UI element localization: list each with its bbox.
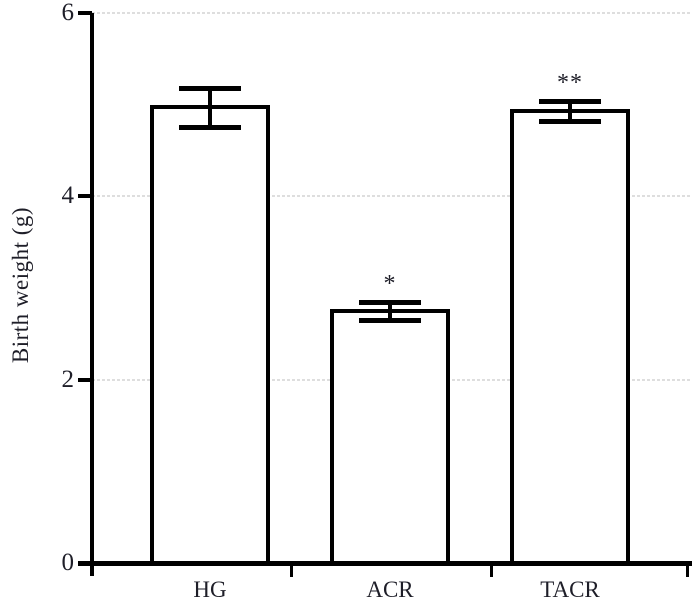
x-tick-mark bbox=[686, 566, 689, 577]
y-tick-mark bbox=[78, 11, 92, 15]
y-tick-label: 0 bbox=[61, 549, 75, 576]
x-category-label: TACR bbox=[540, 577, 600, 602]
error-bar-cap bbox=[539, 99, 601, 104]
error-bar-vertical bbox=[568, 101, 572, 122]
error-bar-vertical bbox=[208, 88, 212, 127]
error-bar-cap bbox=[179, 124, 241, 130]
gridline bbox=[92, 195, 692, 198]
error-bar-cap bbox=[179, 86, 241, 92]
error-bar-cap bbox=[359, 299, 421, 305]
error-bar-cap bbox=[359, 318, 421, 324]
x-axis-line bbox=[78, 561, 692, 566]
bar-hg bbox=[150, 105, 270, 563]
y-tick-mark bbox=[78, 561, 92, 565]
x-tick-mark bbox=[490, 566, 493, 577]
gridline bbox=[92, 12, 692, 14]
y-tick-label: 4 bbox=[61, 182, 75, 210]
bar-tacr bbox=[510, 109, 630, 563]
y-tick-mark bbox=[78, 377, 92, 382]
significance-label: ** bbox=[557, 70, 583, 96]
bar-acr bbox=[330, 308, 450, 563]
significance-label: * bbox=[383, 270, 397, 297]
error-bar-vertical bbox=[388, 301, 392, 321]
y-axis-title: Birth weight (g) bbox=[8, 206, 33, 364]
x-tick-mark bbox=[290, 566, 293, 577]
y-tick-label: 2 bbox=[61, 365, 75, 393]
y-tick-mark bbox=[78, 194, 92, 199]
x-category-label: HG bbox=[193, 577, 227, 602]
x-category-label: ACR bbox=[366, 577, 414, 602]
y-axis-line bbox=[90, 13, 94, 576]
error-bar-cap bbox=[539, 119, 601, 125]
y-tick-label: 6 bbox=[61, 0, 75, 26]
